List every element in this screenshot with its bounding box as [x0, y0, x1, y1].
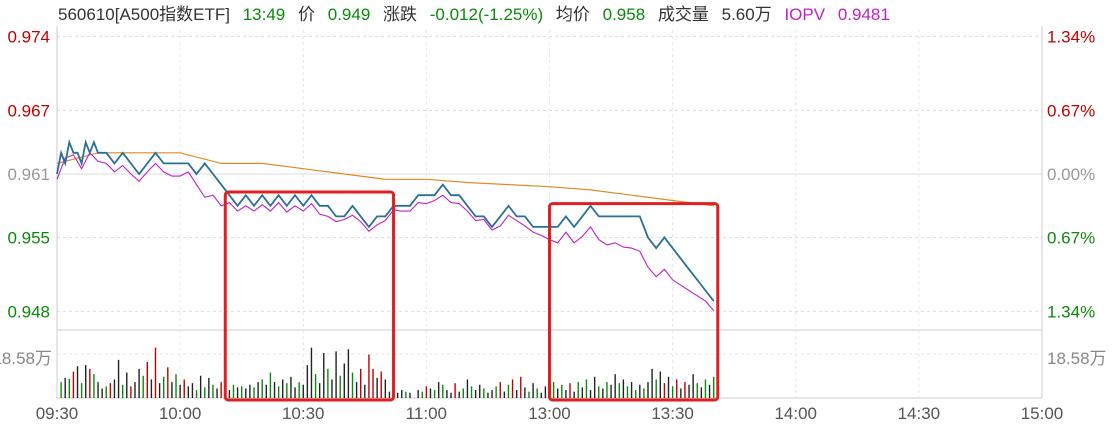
volume-tick-label-left: 18.58万 [0, 349, 52, 368]
price-tick-label: 0.948 [7, 303, 50, 322]
change-label: 涨跌 [383, 5, 418, 24]
pct-tick-label: 0.67% [1047, 229, 1095, 248]
price-tick-label: 0.974 [7, 27, 50, 46]
pct-tick-label: 1.34% [1047, 303, 1095, 322]
time-tick-label: 10:30 [282, 404, 325, 423]
price-value: 0.949 [327, 5, 371, 24]
price-label: 价 [298, 5, 315, 24]
iopv-label: IOPV [784, 5, 826, 24]
pct-tick-label: 0.67% [1047, 101, 1095, 120]
highlight-box [548, 202, 720, 402]
price-lines [56, 138, 715, 311]
avg-label: 均价 [555, 5, 590, 24]
change-value: -0.012(-1.25%) [429, 5, 544, 24]
axis-labels: 0.974 0.967 0.961 0.955 0.948 1.34% 0.67% 0.00%… [0, 27, 1107, 423]
time-tick-label: 13:00 [528, 404, 571, 423]
average-price-line [56, 152, 714, 207]
iopv-value: 0.9481 [837, 5, 890, 24]
price-tick-label: 0.967 [7, 101, 50, 120]
time-tick-label: 09:30 [36, 404, 79, 423]
price-tick-label: 0.955 [7, 229, 50, 248]
avg-value: 0.958 [602, 5, 646, 24]
pct-tick-label: 0.00% [1047, 165, 1095, 184]
volume-tick-label-right: 18.58万 [1047, 349, 1107, 368]
pct-tick-label: 1.34% [1047, 27, 1095, 46]
time-tick-label: 15:00 [1021, 404, 1064, 423]
highlight-box [223, 190, 396, 402]
time-tick-label: 11:00 [406, 404, 447, 423]
price-line [56, 138, 715, 302]
symbol-name: 560610[A500指数ETF] [58, 5, 230, 24]
highlight-boxes [223, 190, 720, 402]
volume-label: 成交量 [657, 5, 709, 24]
quote-header: 560610[A500指数ETF] 13:49 价 0.949 涨跌 -0.01… [58, 3, 898, 27]
price-tick-label: 0.961 [7, 165, 50, 184]
volume-value: 5.60万 [721, 5, 772, 24]
iopv-line [56, 151, 715, 311]
quote-time: 13:49 [242, 5, 286, 24]
time-tick-label: 14:30 [898, 404, 941, 423]
volume-bars [60, 347, 715, 398]
time-tick-label: 14:00 [774, 404, 817, 423]
time-tick-label: 13:30 [651, 404, 694, 423]
time-tick-label: 10:00 [159, 404, 202, 423]
